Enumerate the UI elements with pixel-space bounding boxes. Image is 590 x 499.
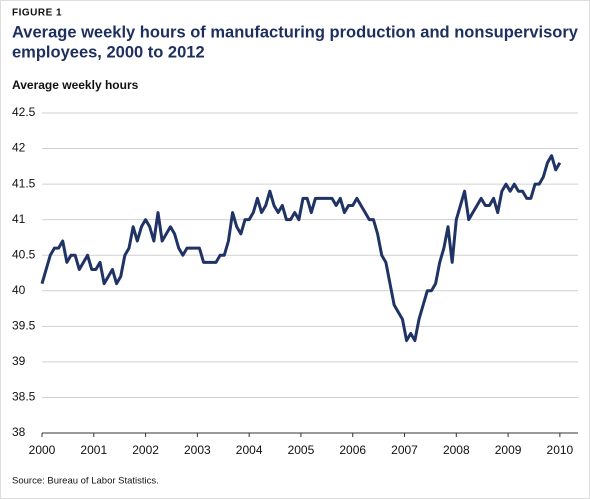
figure-label: FIGURE 1: [12, 8, 62, 19]
x-tick-label: 2003: [184, 443, 211, 457]
y-tick-label: 40.5: [12, 247, 36, 261]
x-tick-label: 2001: [80, 443, 107, 457]
y-axis-label: Average weekly hours: [12, 78, 139, 92]
x-tick-label: 2006: [339, 443, 366, 457]
y-tick-label: 40: [12, 283, 26, 297]
x-tick-label: 2002: [132, 443, 159, 457]
chart-title: Average weekly hours of manufacturing pr…: [12, 23, 579, 41]
source: Source: Bureau of Labor Statistics.: [12, 476, 159, 487]
data-line: [40, 154, 562, 343]
y-tick-label: 41: [12, 212, 26, 226]
x-tick-label: 2000: [29, 443, 56, 457]
y-tick-label: 41.5: [12, 176, 36, 190]
y-tick-label: 38.5: [12, 390, 36, 404]
y-tick-label: 39: [12, 354, 26, 368]
y-tick-label: 42: [12, 141, 26, 155]
x-tick-label: 2009: [495, 443, 522, 457]
x-tick-label: 2010: [547, 443, 574, 457]
y-tick-label: 38: [12, 425, 26, 439]
x-tick-label: 2004: [236, 443, 263, 457]
x-tick-label: 2005: [288, 443, 315, 457]
x-tick-label: 2007: [391, 443, 418, 457]
y-tick-label: 39.5: [12, 319, 36, 333]
chart-title: employees, 2000 to 2012: [12, 43, 205, 61]
x-tick-label: 2008: [443, 443, 470, 457]
y-tick-label: 42.5: [12, 105, 36, 119]
